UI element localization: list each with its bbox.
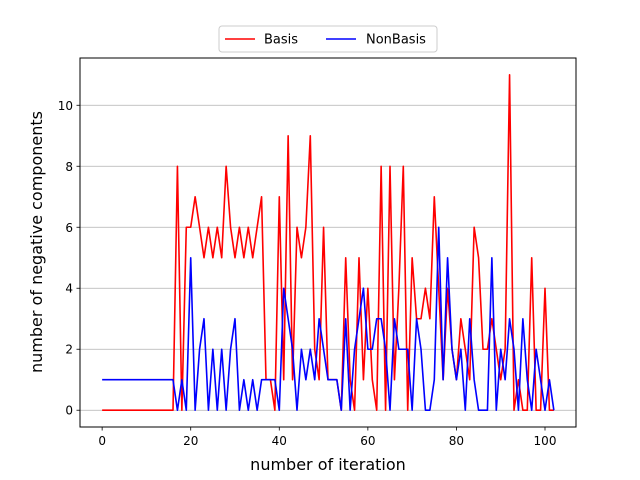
y-tick-label: 4: [65, 282, 73, 296]
y-tick-label: 6: [65, 221, 73, 235]
series-lines: [102, 73, 555, 412]
x-tick-label: 100: [534, 434, 557, 448]
plot-frame: [79, 57, 577, 428]
x-axis-ticks: 0 20 40 60 80 100: [98, 427, 556, 448]
y-tick-label: 0: [65, 404, 73, 418]
x-tick-label: 0: [98, 434, 106, 448]
y-grid: [80, 104, 576, 411]
x-tick-label: 60: [360, 434, 375, 448]
series-line-basis: [102, 73, 554, 412]
legend-label-nonbasis: NonBasis: [366, 33, 426, 48]
y-tick-label: 8: [65, 160, 73, 174]
y-axis-ticks: 0 2 4 6 8 10: [58, 99, 80, 418]
y-tick-label: 2: [65, 343, 73, 357]
series-line-nonbasis: [102, 226, 555, 412]
x-axis-label: number of iteration: [250, 455, 406, 474]
y-tick-label: 10: [58, 99, 73, 113]
y-axis-label: number of negative components: [27, 111, 46, 373]
x-tick-label: 20: [183, 434, 198, 448]
x-tick-label: 40: [272, 434, 287, 448]
legend: Basis NonBasis: [218, 25, 438, 53]
x-tick-label: 80: [449, 434, 464, 448]
legend-label-basis: Basis: [264, 33, 298, 48]
